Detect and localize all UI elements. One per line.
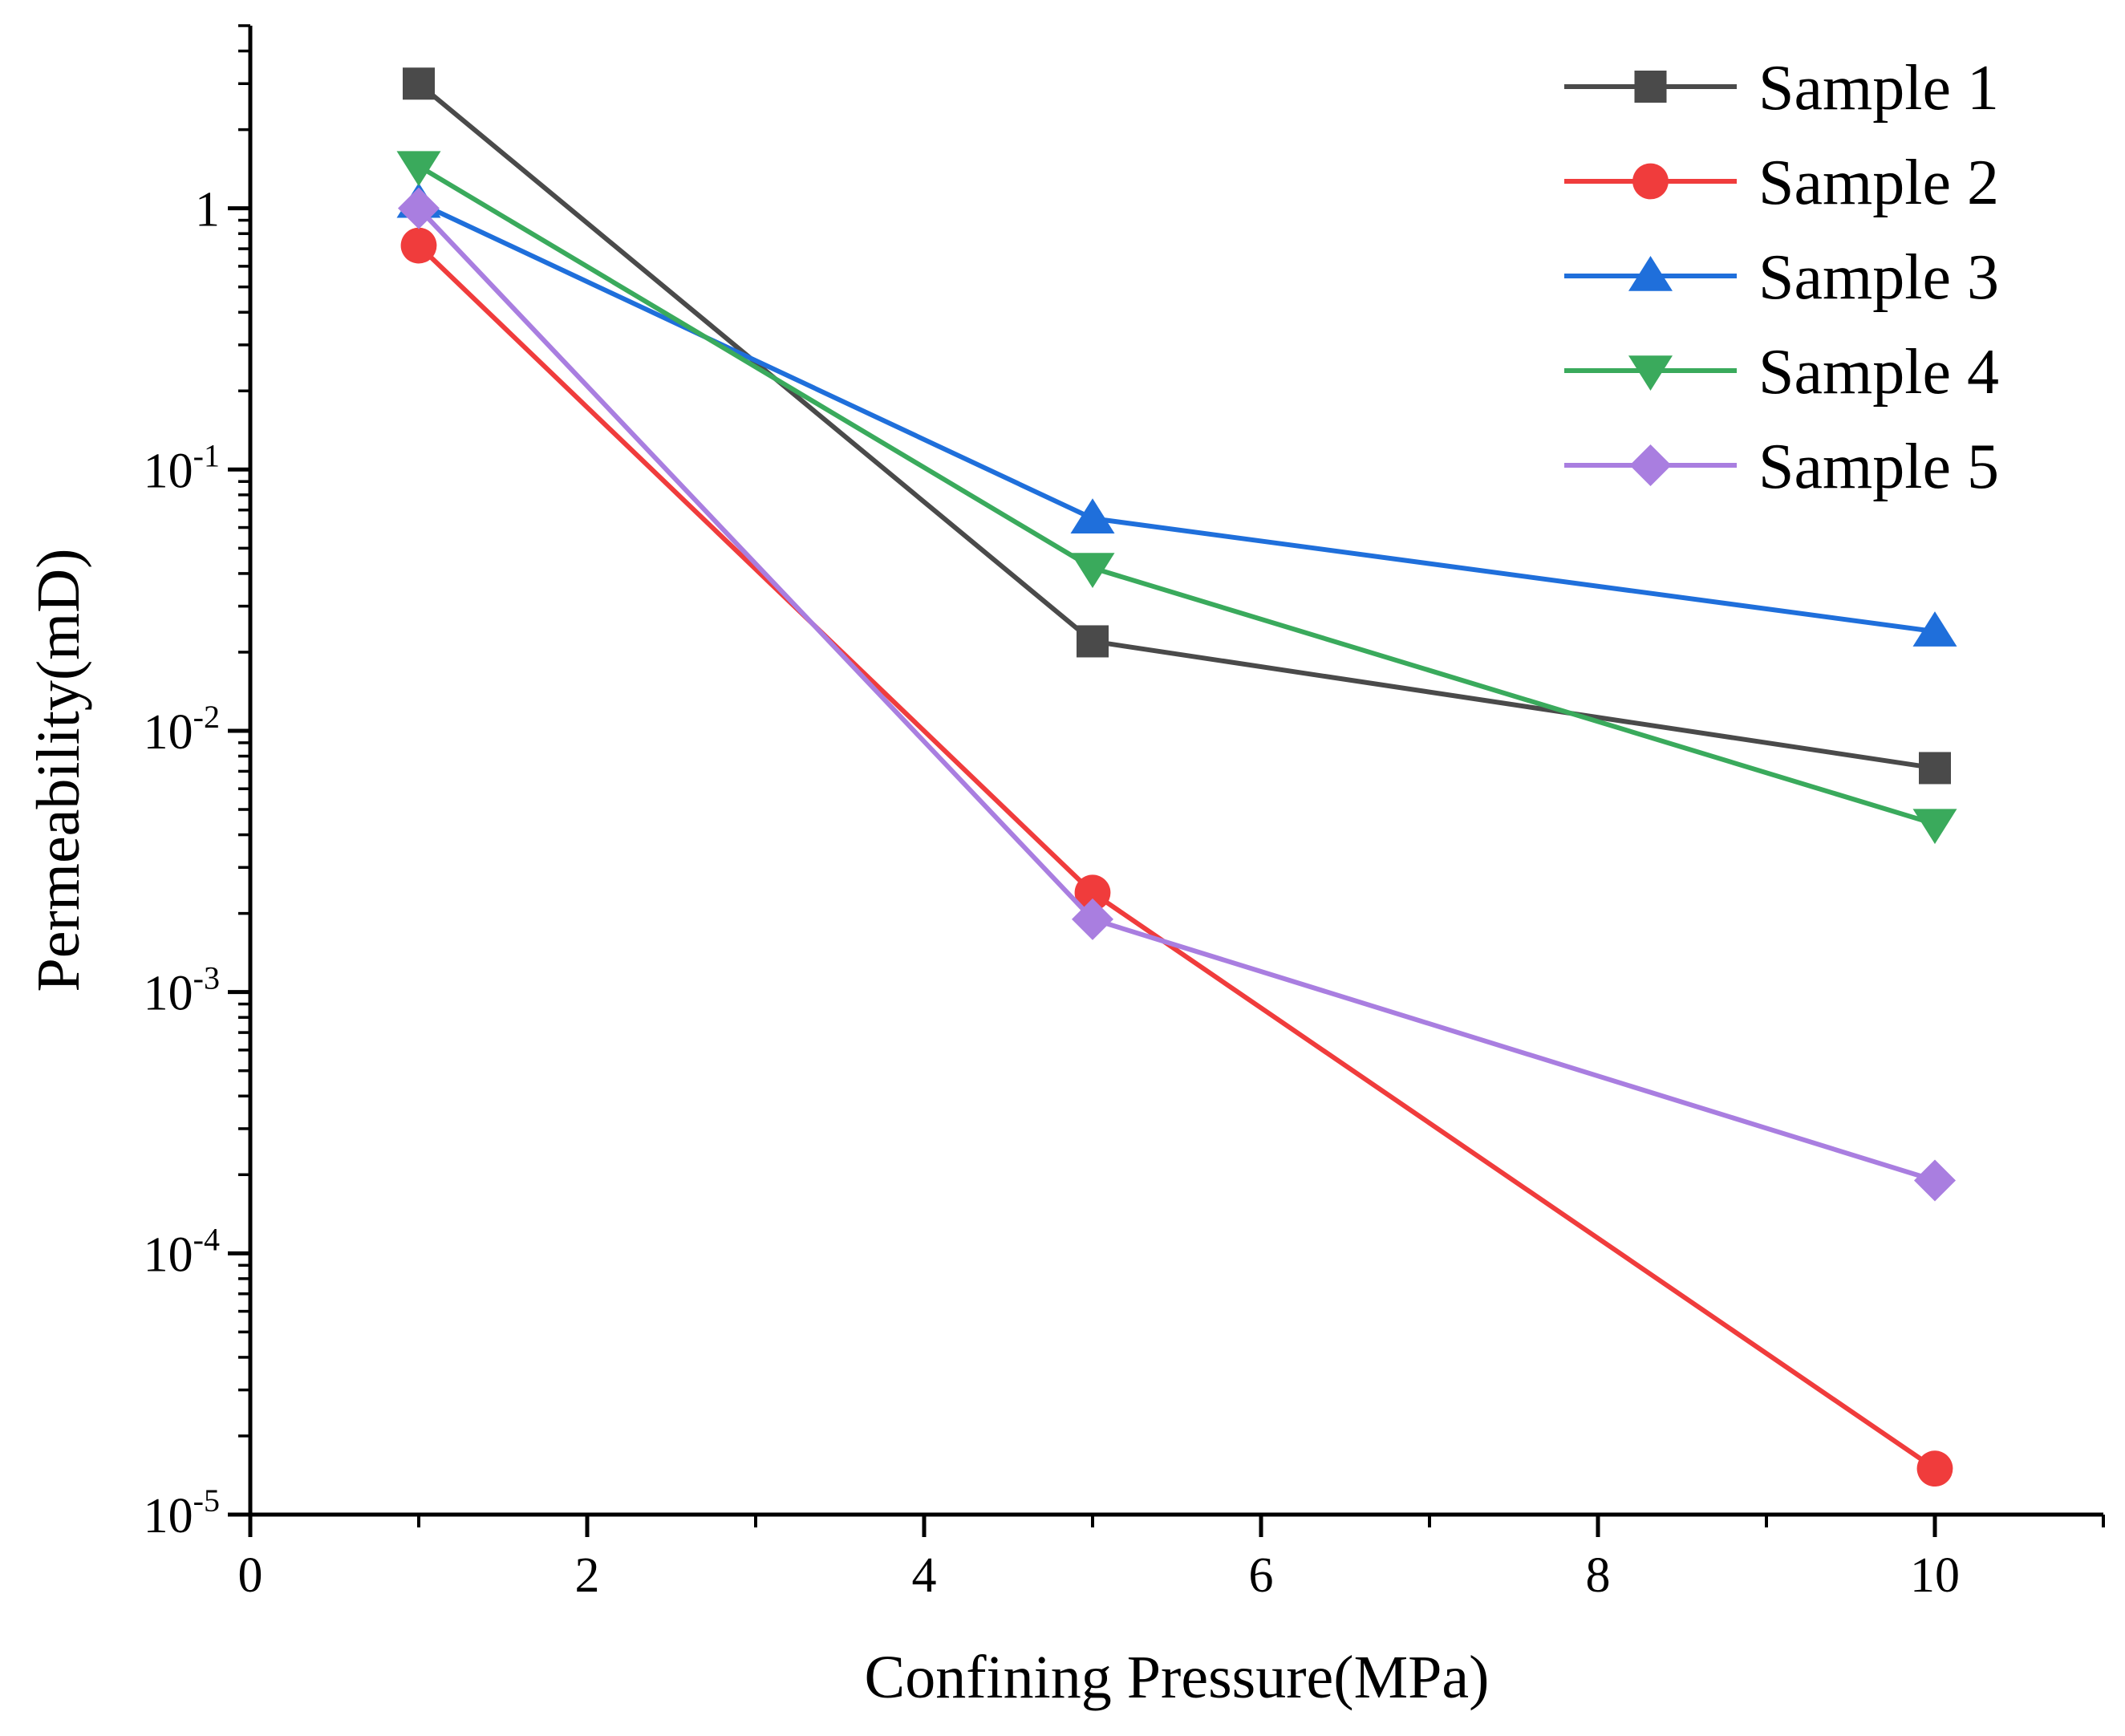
legend-marker bbox=[1629, 444, 1672, 486]
series-line bbox=[416, 243, 1936, 1471]
x-tick-label: 10 bbox=[1910, 1548, 1960, 1603]
data-point bbox=[1070, 553, 1115, 589]
series-4 bbox=[396, 151, 1957, 845]
data-point bbox=[1912, 611, 1957, 647]
data-point bbox=[403, 67, 435, 100]
legend-marker bbox=[1628, 256, 1673, 291]
x-axis-title: Confining Pressure(MPa) bbox=[865, 1644, 1490, 1711]
data-point bbox=[1070, 498, 1115, 533]
y-tick-label: 10-4 bbox=[144, 1221, 220, 1282]
series-line bbox=[417, 164, 1936, 826]
legend-item: Sample 4 bbox=[1564, 337, 1999, 408]
x-tick-label: 4 bbox=[912, 1548, 937, 1603]
legend-item: Sample 3 bbox=[1564, 242, 1999, 313]
series-1 bbox=[403, 67, 1951, 785]
legend-item: Sample 2 bbox=[1564, 148, 1999, 218]
legend-marker bbox=[1628, 355, 1673, 391]
x-tick-label: 8 bbox=[1586, 1548, 1611, 1603]
data-point bbox=[1077, 625, 1109, 658]
legend-item: Sample 5 bbox=[1564, 432, 1999, 502]
legend-label: Sample 5 bbox=[1758, 432, 1999, 502]
series-line bbox=[417, 81, 1936, 771]
data-point bbox=[1074, 874, 1111, 911]
legend-label: Sample 2 bbox=[1758, 148, 1999, 218]
x-tick-label: 0 bbox=[238, 1548, 263, 1603]
y-tick-label: 10-5 bbox=[144, 1482, 220, 1543]
data-point bbox=[400, 227, 437, 264]
series-2 bbox=[400, 227, 1953, 1487]
data-point bbox=[1916, 1450, 1953, 1487]
data-point bbox=[396, 151, 441, 187]
x-tick-label: 6 bbox=[1249, 1548, 1274, 1603]
legend-label: Sample 1 bbox=[1758, 53, 1999, 124]
data-point bbox=[1919, 752, 1951, 785]
legend-marker bbox=[1632, 163, 1669, 200]
legend-item: Sample 1 bbox=[1564, 53, 1999, 124]
legend-label: Sample 4 bbox=[1758, 337, 1999, 408]
y-tick-label: 10-1 bbox=[144, 437, 220, 498]
legend-label: Sample 3 bbox=[1758, 242, 1999, 313]
y-tick-label: 1 bbox=[195, 183, 220, 237]
legend-marker bbox=[1634, 71, 1667, 103]
data-point bbox=[398, 187, 440, 229]
y-tick-label: 10-3 bbox=[144, 960, 220, 1021]
y-tick-label: 10-2 bbox=[144, 699, 220, 760]
x-tick-label: 2 bbox=[575, 1548, 600, 1603]
series-line bbox=[416, 206, 1936, 1183]
series-3 bbox=[396, 182, 1957, 647]
data-point bbox=[1072, 898, 1113, 940]
legend: Sample 1 Sample 2 Sample 3 Sample 4 Sample 5 bbox=[1564, 53, 1999, 502]
series-layer bbox=[396, 67, 1957, 1487]
series-5 bbox=[398, 187, 1956, 1202]
ticks: 0 2 4 6 8 10 1 10-1 10-2 10-3 10-4 10-5 bbox=[144, 24, 2105, 1603]
data-point bbox=[1914, 1159, 1956, 1202]
y-axis-title: Permeability(mD) bbox=[25, 549, 92, 992]
series-line bbox=[417, 201, 1936, 635]
data-point bbox=[1912, 809, 1957, 845]
